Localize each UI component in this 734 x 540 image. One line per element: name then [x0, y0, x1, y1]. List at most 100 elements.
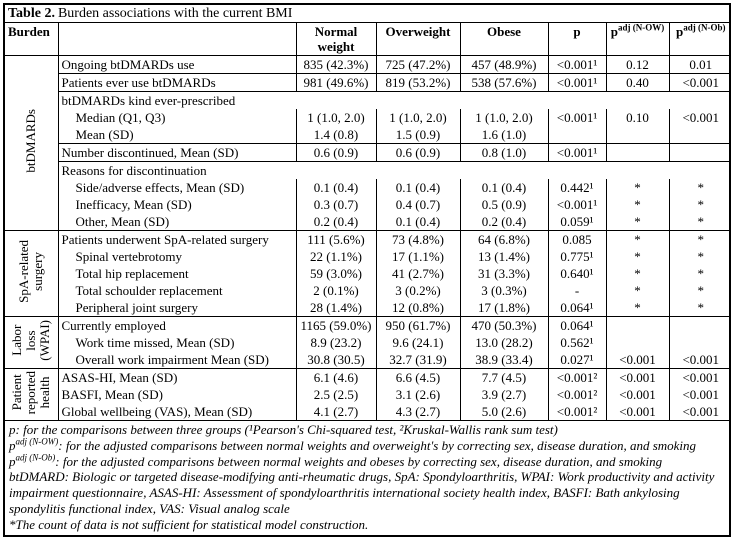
cell-obese: 13.0 (28.2): [460, 334, 549, 351]
footnote-symbol: p: [9, 437, 16, 453]
header-padj-n-ob-sup: adj (N-Ob): [683, 23, 726, 33]
table-row: Number discontinued, Mean (SD) 0.6 (0.9) 0…: [5, 143, 729, 162]
table-title-number: Table 2.: [8, 6, 55, 21]
cell-normal-weight: 111 (5.6%): [296, 230, 377, 248]
table-header: Burden Normal weight Overweight Obese p …: [5, 23, 729, 56]
table-row: btDMARDs Ongoing btDMARDs use 835 (42.3%) 7…: [5, 55, 729, 231]
cell-overweight: 41 (2.7%): [376, 265, 461, 282]
cell-padj-n-ow: *: [606, 299, 670, 317]
cell-p: 0.562¹: [548, 334, 607, 351]
row-label: Side/adverse effects, Mean (SD): [58, 179, 297, 196]
row-label: Patients underwent SpA-related surgery: [58, 230, 297, 248]
cell-normal-weight: 1 (1.0, 2.0): [296, 109, 377, 126]
footnote-text: : for the comparisons between three grou…: [15, 422, 558, 437]
cell-padj-n-ob: *: [697, 265, 705, 281]
cell-obese: 470 (50.3%): [460, 316, 549, 334]
row-label: Total hip replacement: [58, 265, 297, 282]
cell-p: [548, 126, 607, 144]
cell-padj-n-ow: 0.12: [606, 55, 670, 74]
cell-padj-n-ow: [606, 334, 670, 351]
cell-padj-n-ob: *: [669, 299, 729, 317]
cell-overweight: 3.1 (2.6): [376, 386, 461, 403]
row-group-header: btDMARDs kind ever-prescribed: [61, 92, 236, 108]
cell-overweight: 12 (0.8%): [376, 299, 461, 317]
cell-obese: 38.9 (33.4): [460, 351, 549, 369]
burden-table: Burden Normal weight Overweight Obese p …: [5, 23, 729, 421]
cell-obese: 31 (3.3%): [460, 265, 549, 282]
table-frame: Table 2. Burden associations with the cur…: [3, 3, 731, 537]
cell-padj-n-ow: *: [606, 265, 670, 282]
cell-overweight: 3 (0.2%): [376, 282, 461, 299]
cell-p: 0.775¹: [548, 248, 607, 265]
cell-p: <0.001²: [548, 368, 607, 386]
cell-normal-weight: 0.3 (0.7): [296, 196, 377, 213]
cell-normal-weight: 0.1 (0.4): [296, 179, 377, 196]
cell-normal-weight: 2.5 (2.5): [296, 386, 377, 403]
cell-normal-weight: 22 (1.1%): [296, 248, 377, 265]
cell-p: <0.001¹: [548, 73, 607, 92]
row-label: Inefficacy, Mean (SD): [58, 196, 297, 213]
cell-padj-n-ob: <0.001: [682, 109, 720, 125]
cell-padj-n-ob: <0.001: [669, 73, 729, 92]
row-label: ASAS-HI, Mean (SD): [58, 368, 297, 386]
cell-padj-n-ob: <0.001: [682, 386, 720, 402]
cell-normal-weight: 4.1 (2.7): [296, 403, 377, 421]
cell-obese: 0.5 (0.9): [460, 196, 549, 213]
cell-p: <0.001¹: [548, 196, 607, 213]
cell-p: -: [548, 282, 607, 299]
cell-overweight: 0.1 (0.4): [376, 213, 461, 231]
table-row: Peripheral joint surgery 28 (1.4%) 12 (0.8…: [5, 299, 729, 317]
table-row: Inefficacy, Mean (SD) 0.3 (0.7) 0.4 (0.7) 0…: [5, 196, 729, 213]
cell-padj-n-ow: 0.10: [606, 109, 670, 126]
cell-obese: 0.1 (0.4): [460, 179, 549, 196]
row-label: Global wellbeing (VAS), Mean (SD): [58, 403, 297, 421]
cell-padj-n-ob: *: [697, 231, 705, 247]
table-row: SpA-related surgery Patients underwent Sp…: [5, 230, 729, 317]
cell-normal-weight: 835 (42.3%): [296, 55, 377, 74]
cell-p: 0.064¹: [548, 316, 607, 334]
cell-obese: 3.9 (2.7): [460, 386, 549, 403]
row-label: Mean (SD): [58, 126, 297, 144]
burden-group-label: Labor loss (WPAI): [9, 320, 53, 361]
row-label: Patients ever use btDMARDs: [58, 73, 297, 92]
cell-p: <0.001²: [548, 403, 607, 421]
cell-overweight: 4.3 (2.7): [376, 403, 461, 421]
burden-group-label: btDMARDs: [23, 109, 39, 173]
footnote: btDMARD: Biologic or targeted disease-mo…: [9, 469, 725, 516]
footnote: padj (N-OW): for the adjusted comparison…: [9, 436, 725, 454]
table-row: Total hip replacement 59 (3.0%) 41 (2.7%) 3…: [5, 265, 729, 282]
cell-p: <0.001¹: [548, 109, 607, 126]
header-p: p: [548, 23, 607, 56]
header-row: Burden Normal weight Overweight Obese p …: [5, 23, 729, 56]
footnote-symbol: p: [9, 422, 16, 437]
cell-normal-weight: 0.2 (0.4): [296, 213, 377, 231]
row-label: Peripheral joint surgery: [58, 299, 297, 317]
burden-group-label: Patient reported health: [9, 370, 53, 415]
burden-group-cell: SpA-related surgery: [5, 230, 59, 317]
cell-normal-weight: 2 (0.1%): [296, 282, 377, 299]
header-padj-n-ow-base: p: [610, 24, 618, 39]
cell-p: <0.001¹: [548, 143, 607, 162]
cell-obese: 0.8 (1.0): [460, 143, 549, 162]
cell-p: 0.064¹: [548, 299, 607, 317]
row-label: Total schoulder replacement: [58, 282, 297, 299]
cell-padj-n-ow: *: [606, 196, 670, 213]
table-body: btDMARDs Ongoing btDMARDs use 835 (42.3%) 7…: [5, 55, 729, 421]
cell-overweight: 0.1 (0.4): [376, 179, 461, 196]
cell-p: <0.001¹: [548, 55, 607, 74]
header-overweight: Overweight: [376, 23, 461, 56]
burden-group-cell: btDMARDs: [5, 55, 59, 231]
cell-normal-weight: 6.1 (4.6): [296, 368, 377, 386]
cell-padj-n-ob: [669, 317, 729, 335]
cell-padj-n-ow: [606, 126, 670, 144]
cell-normal-weight: 981 (49.6%): [296, 73, 377, 92]
cell-padj-n-ow: [606, 316, 670, 334]
cell-overweight: 0.6 (0.9): [376, 143, 461, 162]
cell-overweight: 725 (47.2%): [376, 55, 461, 74]
footnote-superscript: adj (N-OW): [15, 436, 59, 447]
table-row: Mean (SD) 1.4 (0.8) 1.5 (0.9) 1.6 (1.0): [5, 126, 729, 144]
table-row: Patients ever use btDMARDs 981 (49.6%) 819…: [5, 73, 729, 92]
cell-overweight: 0.4 (0.7): [376, 196, 461, 213]
table-row: Work time missed, Mean (SD) 8.9 (23.2) 9.6…: [5, 334, 729, 351]
